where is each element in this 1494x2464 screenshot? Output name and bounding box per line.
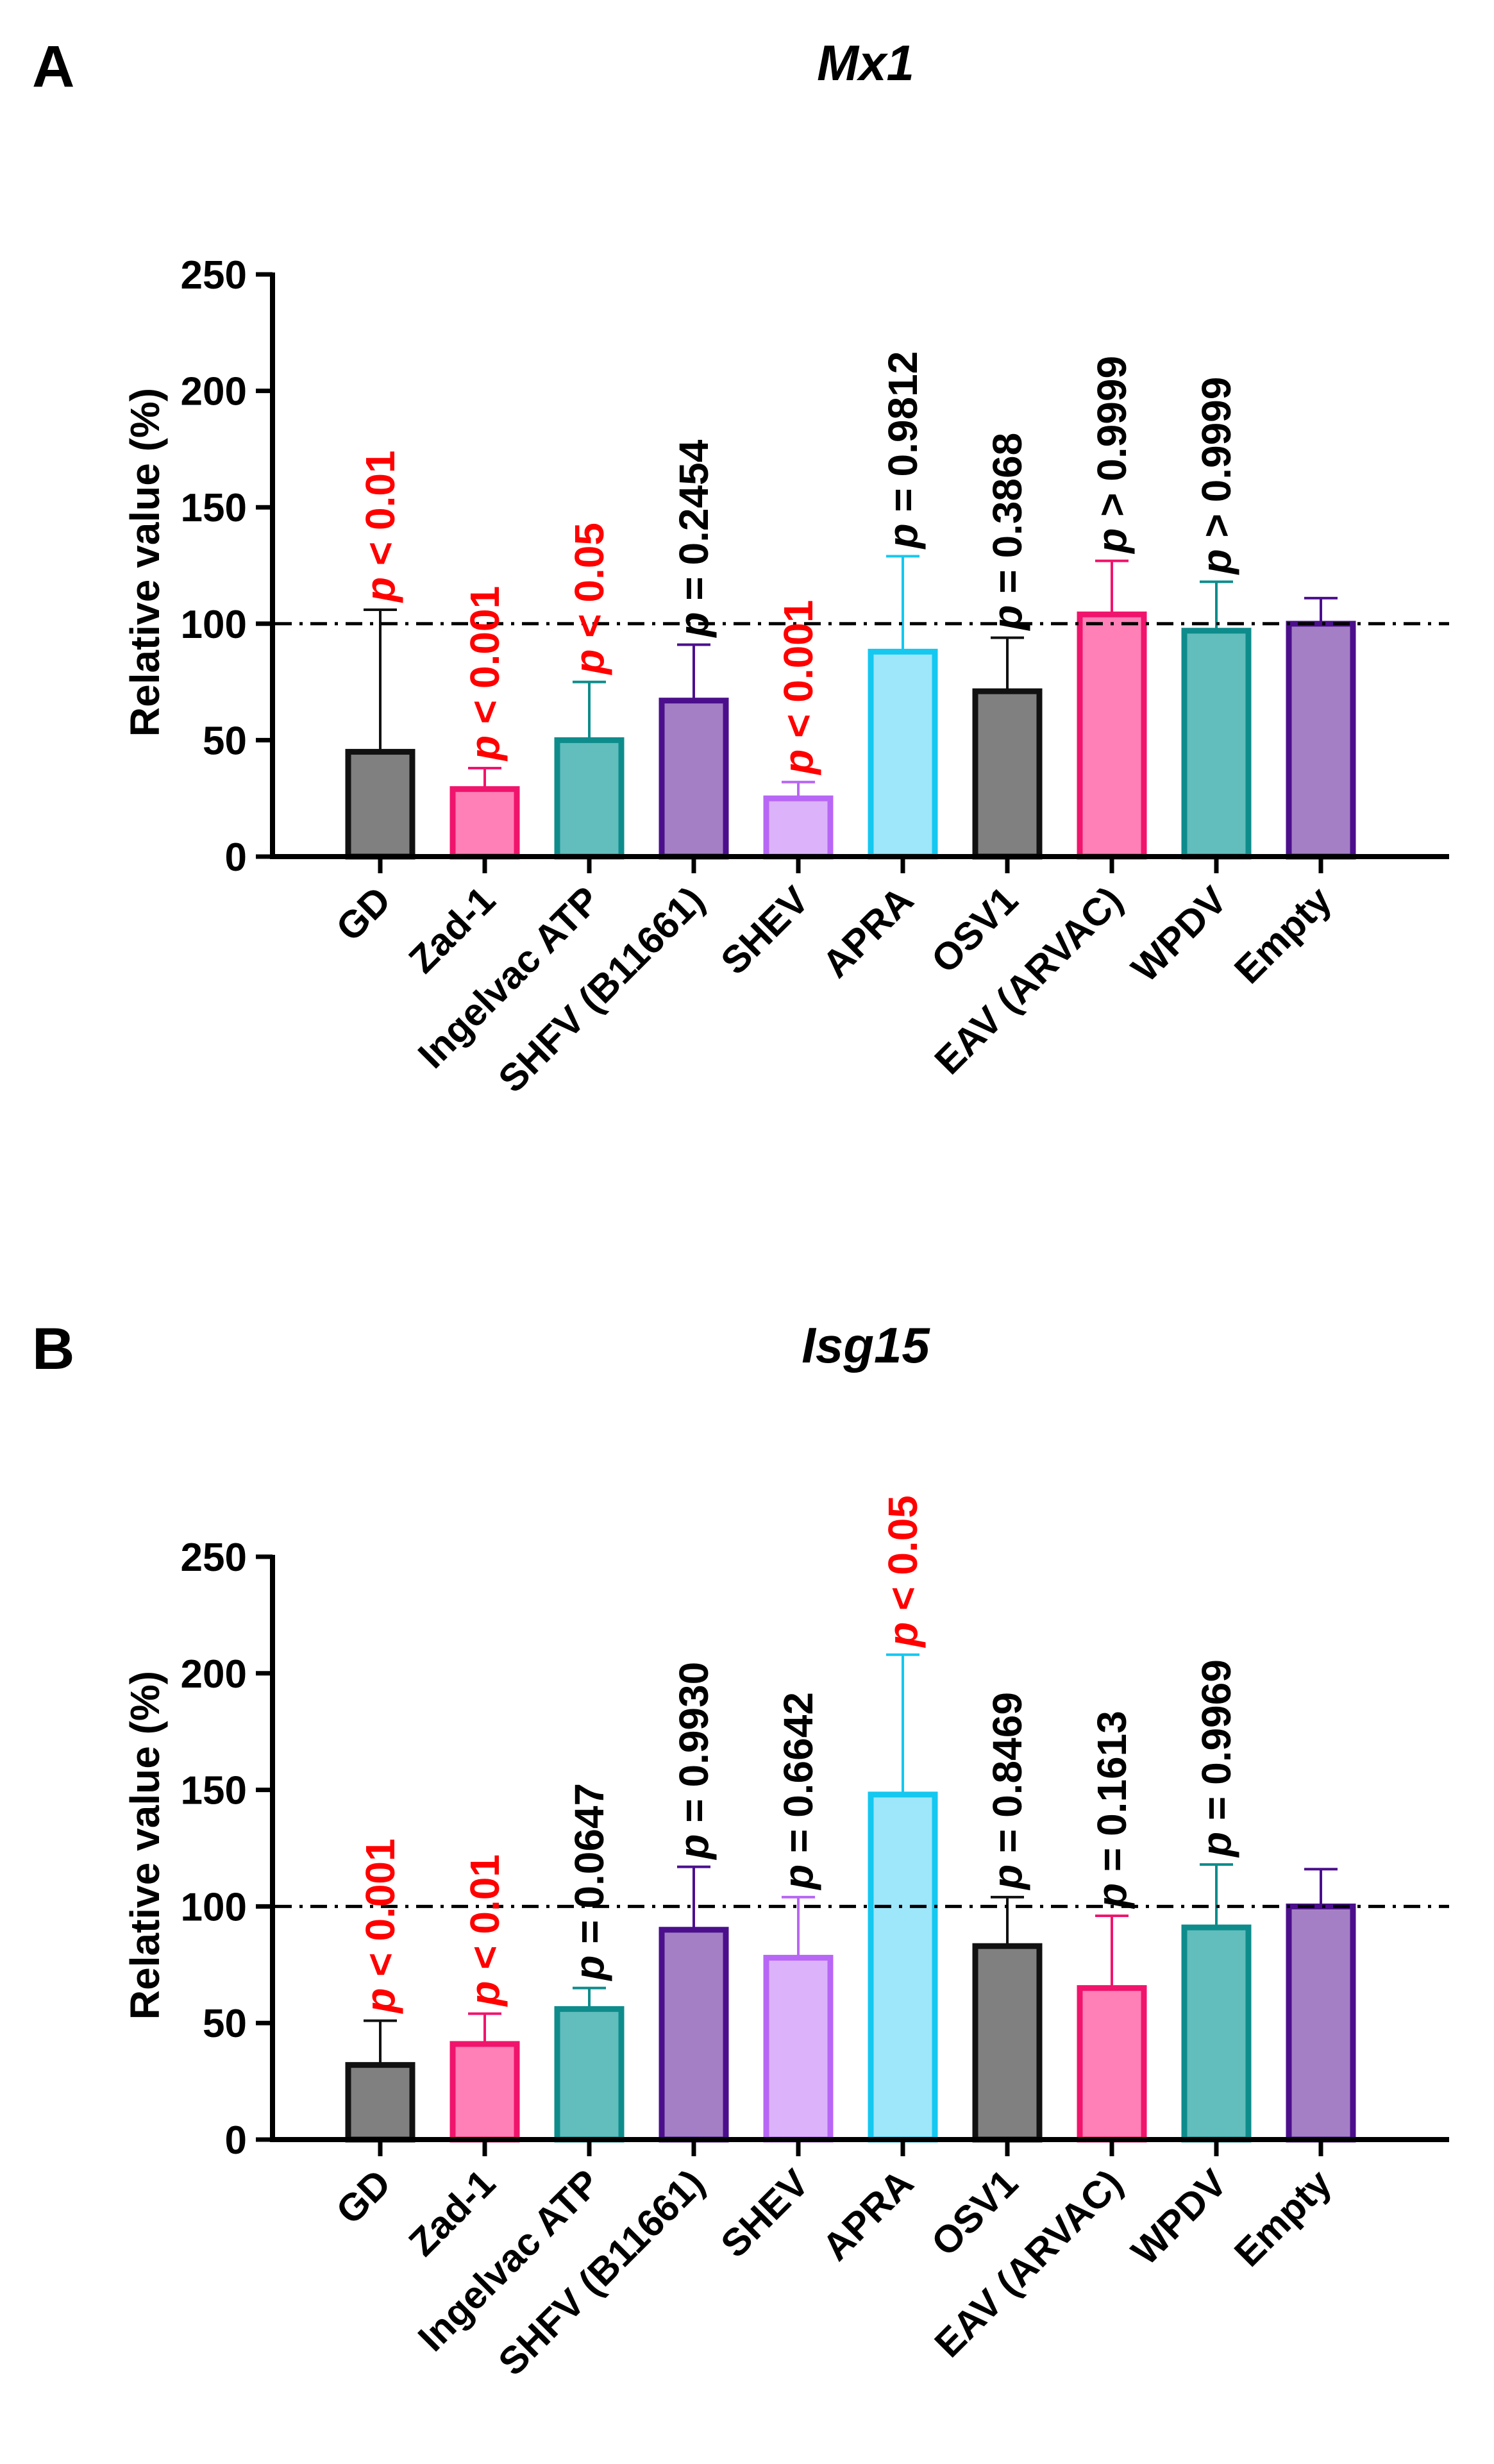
panel-b: B Isg15 Relative value (%) 0 50 100 150 200 2… [32, 1316, 1449, 2384]
x-tick-label: Ingelvac ATP [410, 878, 608, 1077]
bar [1181, 1924, 1252, 2143]
y-tick-label: 150 [181, 486, 247, 530]
bar [763, 795, 834, 860]
p-value-label: p < 0.001 [357, 1838, 403, 2014]
bar [554, 2006, 625, 2143]
p-value-label: p = 0.0647 [566, 1783, 612, 1982]
bar [1181, 628, 1252, 860]
p-value-label: p = 0.1613 [1089, 1711, 1135, 1909]
p-value-label: p = 0.8469 [984, 1692, 1030, 1891]
chart-title: Mx1 [817, 35, 914, 91]
bar [868, 648, 938, 860]
bar [449, 2041, 520, 2143]
p-value-label: p < 0.001 [775, 600, 821, 776]
x-tick-label: GD [328, 2161, 399, 2233]
x-tick-label: Empty [1226, 2161, 1339, 2274]
y-axis-label: Relative value (%) [122, 388, 168, 737]
p-value-label: p = 0.9812 [880, 351, 926, 550]
p-value-label: p = 0.3868 [984, 433, 1030, 632]
bar [763, 1954, 834, 2143]
bars [345, 1653, 1356, 2143]
x-tick-label: SHEV [712, 2161, 817, 2266]
bar [345, 2062, 415, 2143]
x-tick-label: Ingelvac ATP [410, 2161, 608, 2359]
y-tick-label: 200 [181, 370, 247, 414]
x-tick-label: APRA [814, 2161, 922, 2269]
bar [659, 698, 729, 860]
y-tick-label: 100 [181, 1885, 247, 1929]
x-tick-label: SHEV [712, 878, 817, 983]
x-tick-label: WPDV [1123, 878, 1236, 991]
y-tick-label: 150 [181, 1769, 247, 1813]
chart-title: Isg15 [802, 1317, 930, 1373]
x-tick-label: OSV1 [923, 878, 1027, 982]
bar [868, 1791, 938, 2143]
panel-label: B [32, 1316, 74, 1382]
p-value-label: p = 0.9969 [1193, 1659, 1239, 1858]
x-tick-label: EAV (ARVAC) [927, 2161, 1130, 2365]
y-tick-label: 250 [181, 253, 247, 298]
x-tick-label: EAV (ARVAC) [927, 878, 1130, 1082]
bar [1077, 611, 1147, 860]
p-value-label: p < 0.05 [566, 523, 612, 676]
y-tick-labels: 0 50 100 150 200 250 [181, 253, 247, 880]
bar [345, 749, 415, 860]
p-value-label: p > 0.9999 [1193, 377, 1239, 576]
y-tick-label: 200 [181, 1652, 247, 1697]
panel-label: A [32, 34, 74, 99]
bar [554, 737, 625, 860]
bar [1077, 1985, 1147, 2143]
bar [659, 1927, 729, 2143]
p-value-label: p = 0.2454 [671, 439, 717, 638]
bar [972, 1943, 1043, 2143]
bar [449, 786, 520, 860]
bar [972, 688, 1043, 860]
axes [256, 272, 1449, 873]
y-tick-label: 100 [181, 603, 247, 647]
y-tick-labels: 0 50 100 150 200 250 [181, 1536, 247, 2163]
x-tick-label: Zad-1 [401, 2161, 504, 2265]
x-tick-label: Empty [1226, 878, 1339, 991]
y-tick-label: 250 [181, 1536, 247, 1580]
p-value-label: p < 0.01 [462, 1854, 508, 2007]
x-tick-label: Zad-1 [401, 878, 504, 982]
p-value-annotations: p < 0.01 p < 0.001 p < 0.05 p = 0.2454 p < 0… [357, 351, 1239, 776]
y-tick-label: 0 [225, 2118, 247, 2163]
panel-a: A Mx1 Relative value (%) 0 50 100 150 200 250… [32, 34, 1449, 1101]
p-value-label: p = 0.6642 [775, 1692, 821, 1891]
p-value-label: p < 0.01 [357, 450, 403, 603]
p-value-label: p > 0.9999 [1089, 356, 1135, 555]
bar [1286, 1903, 1356, 2143]
x-tick-label: WPDV [1123, 2161, 1236, 2274]
axes [256, 1554, 1449, 2156]
y-tick-label: 0 [225, 835, 247, 880]
p-value-label: p < 0.001 [462, 586, 508, 762]
p-value-annotations: p < 0.001 p < 0.01 p = 0.0647 p = 0.9930 p =… [357, 1495, 1239, 2014]
bar [1286, 621, 1356, 860]
x-tick-label: GD [328, 878, 399, 950]
y-tick-label: 50 [203, 719, 247, 763]
p-value-label: p = 0.9930 [671, 1662, 717, 1861]
y-axis-label: Relative value (%) [122, 1671, 168, 2020]
y-tick-label: 50 [203, 2002, 247, 2046]
p-value-label: p < 0.05 [880, 1495, 926, 1648]
x-tick-label: OSV1 [923, 2161, 1027, 2265]
x-tick-label: APRA [814, 878, 922, 986]
